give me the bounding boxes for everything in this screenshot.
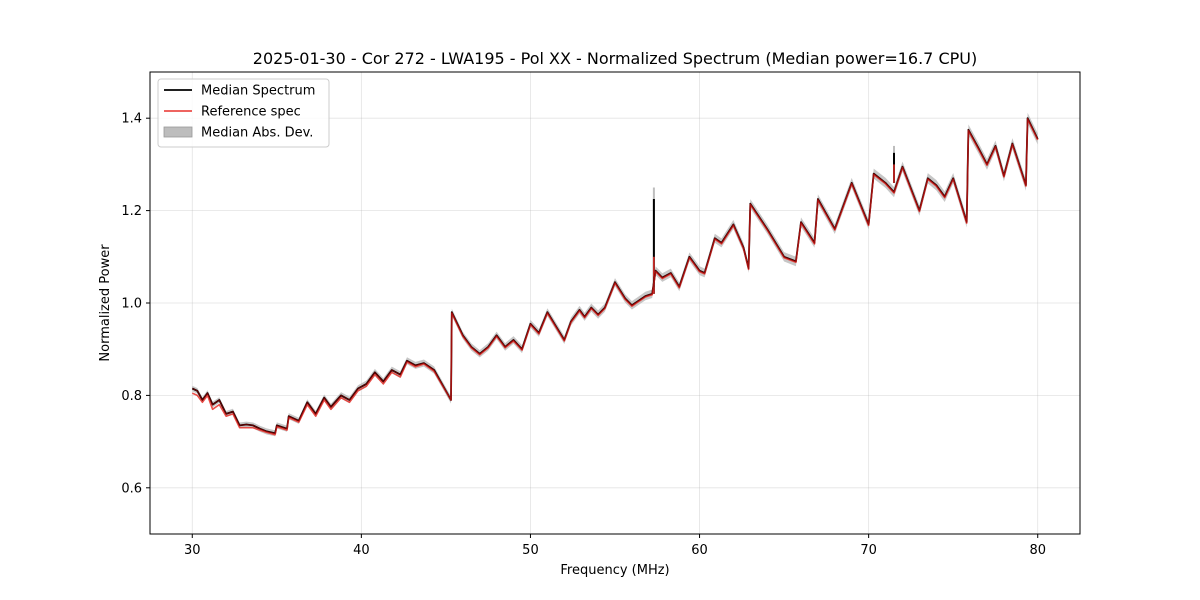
x-tick-label: 70: [860, 543, 877, 558]
chart-title: 2025-01-30 - Cor 272 - LWA195 - Pol XX -…: [253, 49, 977, 68]
legend: Median Spectrum Reference spec Median Abs.…: [157, 78, 330, 148]
legend-label: Median Spectrum: [201, 84, 315, 99]
x-tick-label: 50: [522, 543, 539, 558]
series-overlap: [192, 117, 1039, 434]
x-tick-label: 40: [353, 543, 370, 558]
x-tick-label: 80: [1029, 543, 1046, 558]
grid: [150, 72, 1080, 534]
x-tick-label: 60: [691, 543, 708, 558]
y-tick-label: 0.8: [121, 389, 142, 404]
legend-label: Reference spec: [201, 105, 301, 120]
y-tick-label: 1.0: [121, 297, 142, 312]
x-tick-label: 30: [184, 543, 201, 558]
y-tick-label: 1.4: [121, 112, 142, 127]
legend-swatch-mad: [163, 126, 193, 138]
y-axis-label: Normalized Power: [98, 244, 113, 362]
y-tick-label: 1.2: [121, 204, 142, 219]
series-layer: [191, 117, 1039, 436]
y-tick-label: 0.6: [121, 481, 142, 496]
x-axis-label: Frequency (MHz): [560, 563, 669, 578]
legend-label: Median Abs. Dev.: [201, 126, 313, 141]
legend-box: [157, 78, 330, 148]
axis-ticks: 30 40 50 60 70 80 0.6 0.8 1.0 1.2 1.4: [121, 112, 1046, 558]
